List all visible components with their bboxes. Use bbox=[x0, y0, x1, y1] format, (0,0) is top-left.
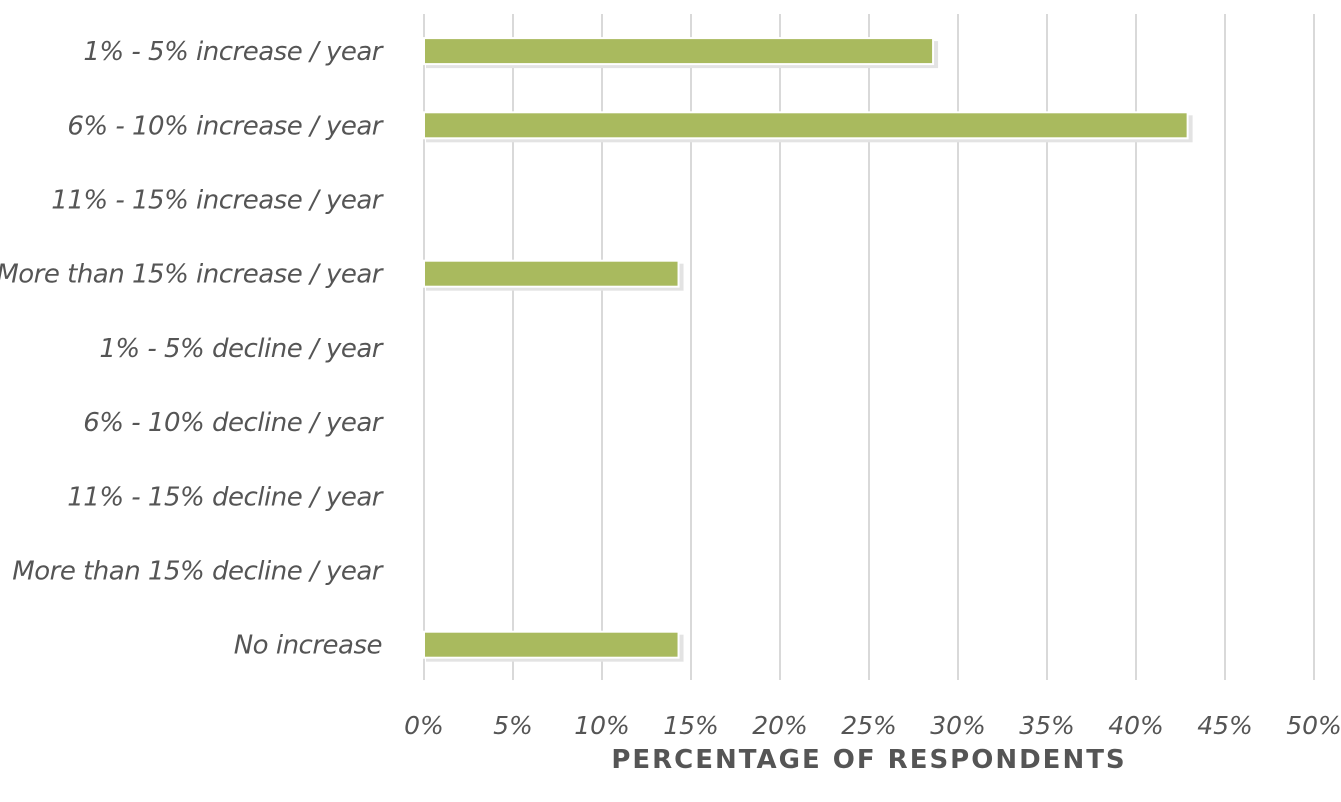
x-tick-label: 5% bbox=[493, 711, 533, 740]
x-tick-label: 25% bbox=[841, 711, 897, 740]
bar bbox=[423, 111, 1189, 140]
category-label: 1% - 5% decline / year bbox=[99, 334, 384, 364]
bar bbox=[423, 259, 680, 288]
category-label: More than 15% decline / year bbox=[12, 557, 385, 587]
bars bbox=[423, 37, 1193, 662]
x-tick-label: 20% bbox=[752, 711, 808, 740]
category-label: 1% - 5% increase / year bbox=[83, 37, 384, 67]
x-tick-label: 50% bbox=[1286, 711, 1341, 740]
category-label: 11% - 15% decline / year bbox=[67, 482, 385, 512]
x-tick-label: 45% bbox=[1197, 711, 1253, 740]
category-label: More than 15% increase / year bbox=[0, 260, 385, 290]
x-tick-label: 30% bbox=[930, 711, 986, 740]
x-tick-label: 40% bbox=[1108, 711, 1164, 740]
x-tick-label: 0% bbox=[404, 711, 444, 740]
category-labels: 1% - 5% increase / year 6% - 10% increase… bbox=[0, 37, 385, 661]
x-tick-label: 10% bbox=[574, 711, 630, 740]
category-label: 6% - 10% decline / year bbox=[83, 408, 385, 438]
x-axis-title: PERCENTAGE OF RESPONDENTS bbox=[611, 745, 1126, 775]
x-tick-label: 15% bbox=[663, 711, 719, 740]
bar bbox=[423, 630, 680, 659]
category-label: 6% - 10% increase / year bbox=[67, 111, 384, 141]
x-tick-labels: 0% 5% 10% 15% 20% 25% 30% 35% 40% 45% 50% bbox=[404, 711, 1341, 740]
category-label: 11% - 15% increase / year bbox=[51, 186, 385, 216]
x-tick-label: 35% bbox=[1019, 711, 1075, 740]
bar bbox=[423, 37, 935, 66]
category-label: No increase bbox=[234, 631, 382, 661]
